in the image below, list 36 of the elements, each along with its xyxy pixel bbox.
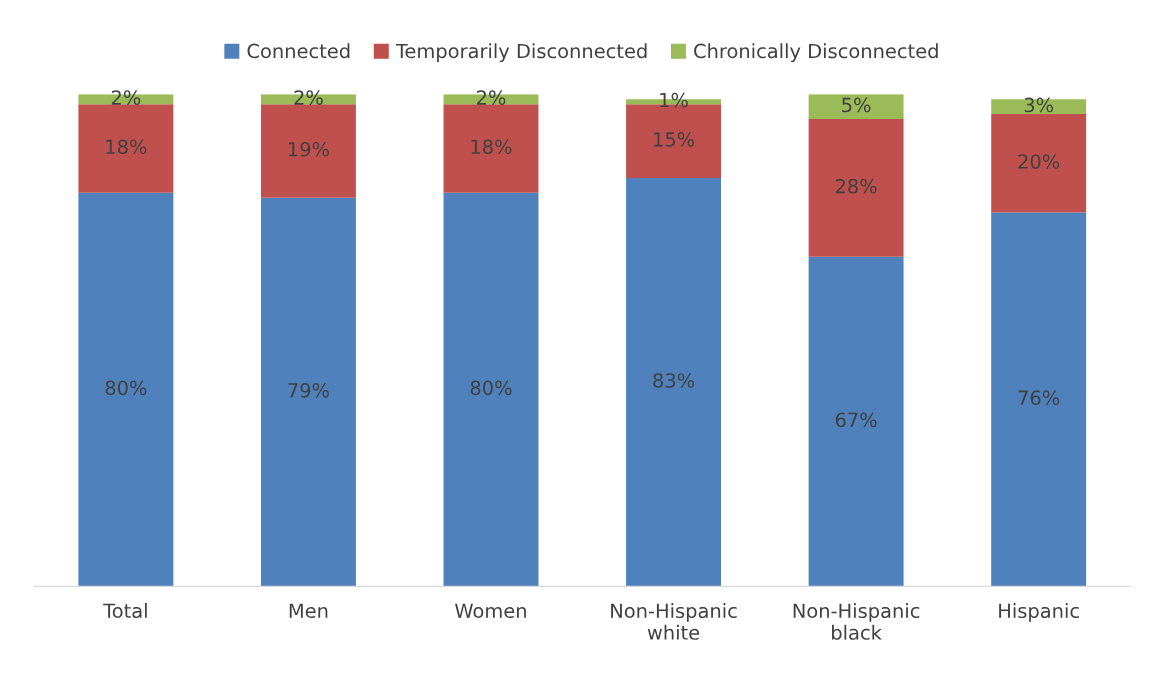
x-tick-label: Total — [103, 603, 147, 619]
bar — [626, 178, 722, 587]
data-label: 3% — [1024, 97, 1054, 113]
x-tick-label: Non-Hispanic white — [611, 603, 737, 640]
data-label: 28% — [835, 178, 877, 194]
data-label: 5% — [842, 97, 871, 113]
data-label: 19% — [288, 141, 329, 157]
data-label: 79% — [288, 382, 329, 398]
legend-label: Temporarily Disconnected — [395, 43, 647, 63]
data-label: 76% — [1018, 390, 1060, 406]
data-label: 15% — [654, 132, 695, 147]
data-label: 83% — [653, 373, 695, 388]
data-label: 80% — [105, 380, 147, 396]
bar — [991, 99, 1087, 115]
legend-label: Connected — [247, 43, 350, 59]
x-tick-label: Hispanic — [999, 603, 1079, 622]
x-tick-label: Men — [289, 603, 328, 619]
bar — [260, 197, 356, 587]
bar — [260, 104, 356, 198]
x-tick-label: Non-Hispanic black — [793, 603, 920, 640]
bar — [808, 118, 904, 257]
data-label: 20% — [1018, 154, 1060, 169]
bar — [991, 212, 1087, 587]
bar — [78, 104, 174, 193]
data-label: 18% — [471, 139, 512, 155]
bar — [808, 256, 904, 587]
bar — [443, 104, 539, 193]
data-label: 18% — [106, 139, 147, 155]
bar — [991, 114, 1087, 213]
x-tick-label: Women — [455, 603, 526, 619]
bar — [78, 192, 174, 587]
bar — [443, 192, 539, 587]
data-label: 67% — [835, 412, 877, 428]
legend-label: Chronically Disconnected — [694, 43, 938, 63]
data-label: 80% — [470, 380, 512, 396]
bar — [808, 94, 904, 119]
